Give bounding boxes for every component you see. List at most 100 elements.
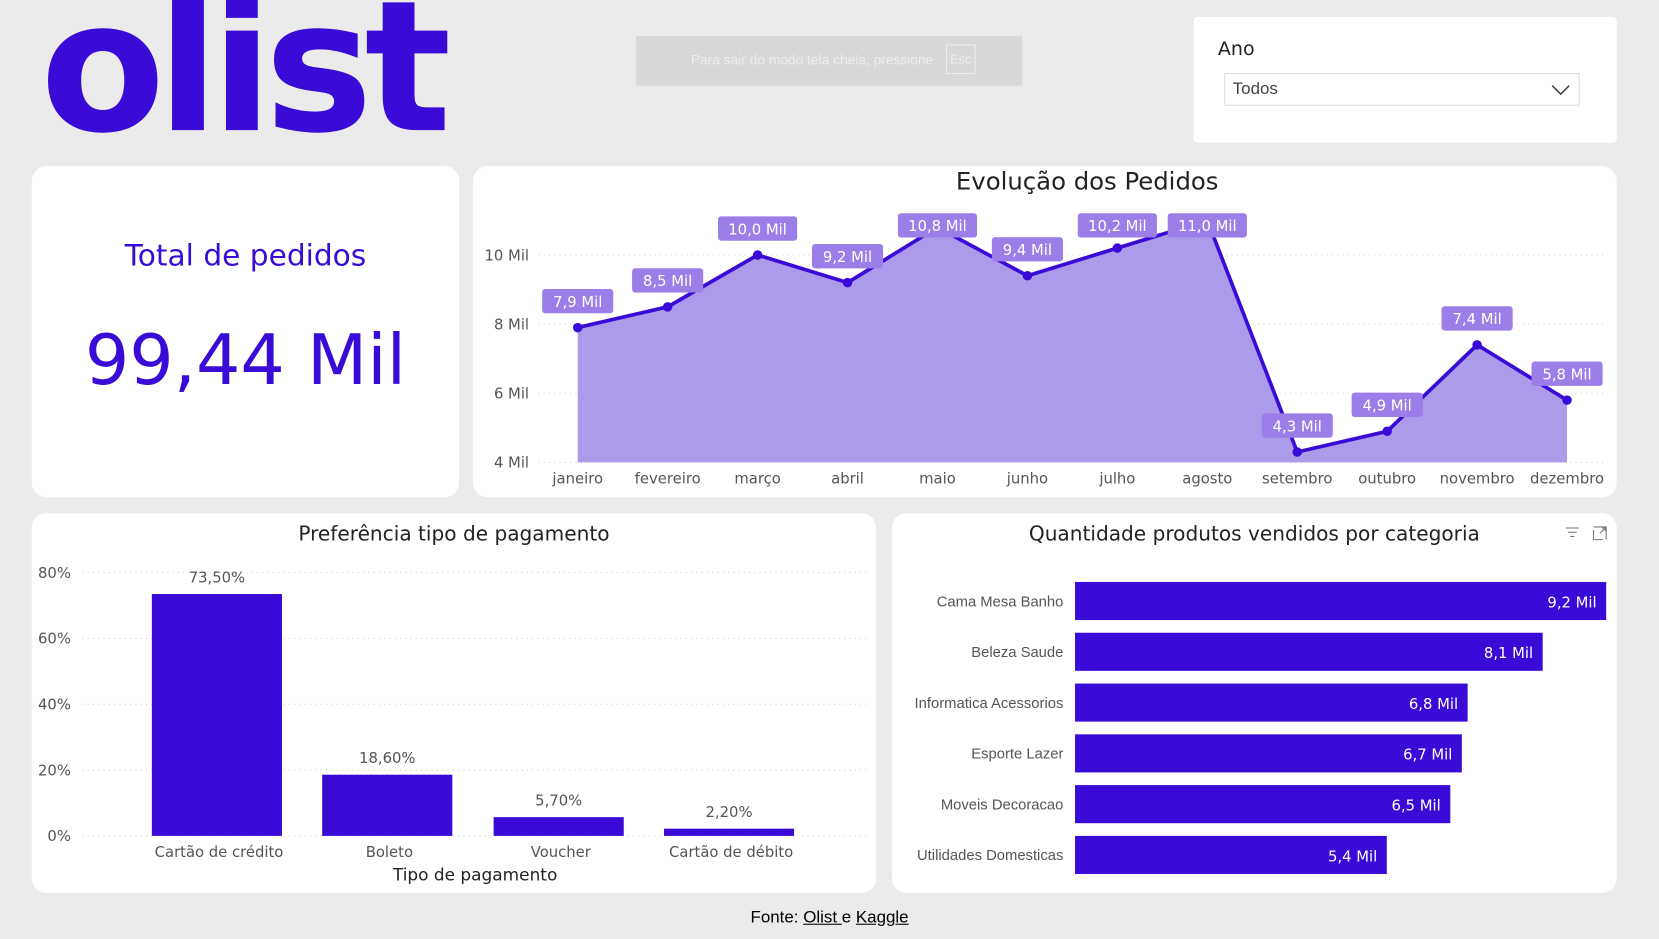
data-label: 10,0 Mil (728, 221, 787, 238)
x-tick-label: abril (831, 471, 864, 488)
data-label-bg (542, 288, 614, 314)
data-label: 4,3 Mil (1273, 418, 1322, 435)
kaggle-link[interactable]: Kaggle (855, 908, 909, 927)
y-tick-label: 10 Mil (485, 247, 530, 264)
x-tick-label: Cartão de débito (669, 844, 793, 861)
data-label-bg (1077, 213, 1157, 238)
area-fill (577, 220, 1568, 463)
data-label-bg (1531, 361, 1603, 386)
kpi-card: Total de pedidos 99,44 Mil (31, 166, 460, 498)
category-label: Utilidades Domesticas (917, 848, 1063, 864)
data-label: 9,2 Mil (1547, 594, 1596, 611)
x-tick-label: Voucher (531, 844, 592, 861)
data-label: 10,2 Mil (1088, 218, 1147, 235)
data-label: 5,4 Mil (1328, 848, 1377, 865)
x-tick-label: julho (1098, 471, 1135, 488)
toast-text: Para sair do modo tela cheia, pressione (690, 51, 934, 68)
filter-icon[interactable] (1565, 526, 1580, 539)
esc-key: Esc (945, 44, 976, 75)
data-point (662, 302, 673, 312)
data-point (1382, 426, 1392, 437)
bar (663, 828, 795, 836)
data-label-bg (1351, 392, 1423, 417)
bar (151, 594, 282, 836)
bar (1075, 581, 1607, 621)
x-tick-label: outubro (1358, 471, 1416, 488)
x-tick-label: novembro (1440, 471, 1515, 488)
fullscreen-toast: Para sair do modo tela cheia, pressione … (635, 35, 1023, 86)
data-label-bg (1167, 213, 1247, 238)
data-label: 9,2 Mil (823, 249, 872, 266)
year-filter-card: Ano Todos (1193, 16, 1617, 143)
data-label: 18,60% (359, 750, 415, 767)
hbar-chart: Cama Mesa Banho 9,2 Mil Beleza Saude 8,1 Mi… (915, 581, 1607, 874)
data-label-bg (632, 268, 704, 293)
data-point (1562, 395, 1572, 405)
chevron-down-icon (1551, 85, 1570, 96)
category-label: Esporte Lazer (971, 747, 1063, 763)
y-tick-label: 60% (38, 631, 71, 648)
footer: Fonte: Olist e Kaggle (0, 909, 1659, 928)
line-chart: 4 Mil 6 Mil 8 Mil 10 Mil janeiro fevereiro mar… (485, 213, 1606, 488)
data-point (842, 277, 853, 288)
bar (1075, 683, 1468, 722)
x-tick-label: fevereiro (635, 471, 701, 488)
bar (1075, 785, 1451, 824)
olist-logo: olist (40, 0, 451, 174)
payment-card: Preferência tipo de pagamento 0% 20% 40% 60… (31, 513, 877, 894)
x-tick-label: Cartão de crédito (155, 844, 284, 861)
data-label-bg (991, 237, 1063, 262)
data-label: 6,5 Mil (1392, 798, 1441, 815)
data-label-bg (811, 244, 884, 269)
footer-prefix: Fonte: (750, 908, 804, 927)
data-label: 6,7 Mil (1403, 747, 1452, 764)
data-label-bg (1441, 306, 1513, 331)
data-label: 6,8 Mil (1409, 696, 1458, 713)
data-point (572, 322, 583, 333)
data-label: 5,8 Mil (1542, 367, 1591, 384)
data-label: 4,9 Mil (1363, 398, 1412, 415)
data-label: 11,0 Mil (1178, 218, 1237, 235)
bar-chart-title: Preferência tipo de pagamento (298, 522, 610, 546)
x-axis-title: Tipo de pagamento (392, 864, 558, 885)
kpi-value: 99,44 Mil (84, 319, 407, 402)
focus-mode-icon[interactable] (1592, 526, 1607, 541)
data-label: 9,4 Mil (1003, 242, 1052, 259)
data-label-bg (1261, 413, 1333, 438)
x-tick-label: dezembro (1530, 471, 1604, 488)
data-label: 2,20% (706, 804, 753, 821)
orders-evolution-card: Evolução dos Pedidos 4 Mil 6 Mil 8 Mil 10 M… (472, 166, 1617, 498)
x-tick-label: janeiro (551, 471, 603, 488)
dropdown-value: Todos (1232, 80, 1278, 99)
category-card: Quantidade produtos vendidos por categor… (891, 513, 1617, 894)
filter-label: Ano (1217, 38, 1255, 61)
data-label-bg (718, 216, 798, 241)
data-label-bg (897, 213, 978, 238)
bar-chart: 0% 20% 40% 60% 80% 73,50% Cartão de crédito 18,… (38, 565, 868, 861)
x-tick-label: setembro (1262, 471, 1332, 488)
category-label: Informatica Acessorios (915, 696, 1064, 712)
data-label: 7,4 Mil (1452, 311, 1501, 328)
data-point (1112, 243, 1123, 253)
olist-link[interactable]: Olist (803, 908, 842, 927)
x-tick-label: março (734, 471, 780, 488)
data-label: 73,50% (189, 569, 245, 586)
category-label: Beleza Saude (971, 645, 1063, 661)
y-tick-label: 80% (38, 565, 71, 582)
x-tick-label: Boleto (366, 844, 413, 861)
data-point (1472, 340, 1482, 350)
line-chart-title: Evolução dos Pedidos (955, 168, 1219, 196)
data-point (752, 250, 763, 260)
data-label: 8,1 Mil (1484, 645, 1533, 662)
year-dropdown[interactable]: Todos (1224, 73, 1580, 106)
bar (493, 817, 624, 836)
data-label: 7,9 Mil (553, 294, 602, 311)
y-tick-label: 0% (47, 828, 70, 845)
bar (322, 774, 453, 836)
y-tick-label: 40% (38, 697, 71, 714)
bar (1075, 835, 1387, 874)
data-point (1292, 447, 1302, 457)
data-label: 5,70% (535, 793, 582, 810)
x-tick-label: maio (919, 471, 956, 488)
